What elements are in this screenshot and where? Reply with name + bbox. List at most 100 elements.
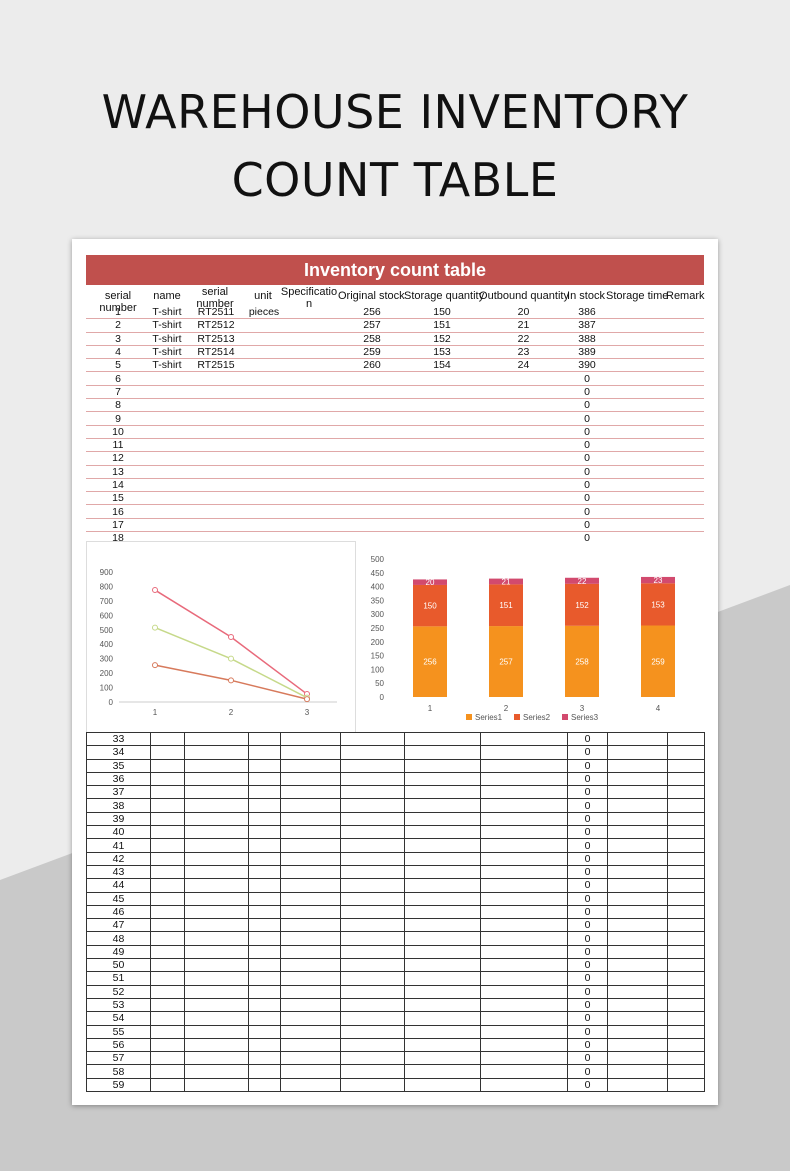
- cell-empty[interactable]: [404, 944, 481, 960]
- cell-empty[interactable]: [280, 731, 341, 747]
- cell-empty[interactable]: [248, 1024, 281, 1039]
- cell-empty[interactable]: [248, 785, 281, 800]
- cell-empty[interactable]: [667, 944, 705, 960]
- cell-empty[interactable]: [480, 838, 568, 853]
- cell-stock[interactable]: 0: [567, 785, 608, 800]
- cell-empty[interactable]: [340, 771, 405, 787]
- cell-empty[interactable]: [184, 825, 249, 840]
- cell-empty[interactable]: [404, 971, 481, 986]
- cell-remark[interactable]: [667, 358, 704, 373]
- cell-empty[interactable]: [184, 491, 248, 506]
- cell-empty[interactable]: [248, 491, 280, 506]
- cell-storage-time[interactable]: [607, 332, 667, 346]
- cell-empty[interactable]: [404, 411, 480, 426]
- cell-empty[interactable]: [607, 944, 668, 960]
- cell-empty[interactable]: [150, 997, 185, 1013]
- cell-empty[interactable]: [404, 451, 480, 466]
- cell-empty[interactable]: [248, 811, 281, 827]
- cell-empty[interactable]: [340, 971, 405, 986]
- cell-stock[interactable]: 0: [567, 971, 608, 986]
- cell-unit[interactable]: [248, 318, 280, 333]
- cell-empty[interactable]: [280, 1024, 341, 1039]
- cell-no[interactable]: 44: [86, 878, 151, 893]
- cell-empty[interactable]: [184, 758, 249, 773]
- cell-empty[interactable]: [667, 825, 705, 840]
- cell-empty[interactable]: [667, 851, 705, 866]
- cell-no[interactable]: 4: [86, 345, 150, 360]
- cell-empty[interactable]: [150, 1077, 185, 1093]
- cell-empty[interactable]: [340, 1037, 405, 1053]
- cell-spec[interactable]: [280, 306, 340, 320]
- cell-empty[interactable]: [404, 491, 480, 506]
- cell-empty[interactable]: [404, 745, 481, 760]
- cell-empty[interactable]: [480, 971, 568, 986]
- cell-empty[interactable]: [150, 1024, 185, 1039]
- cell-stock[interactable]: 0: [567, 918, 608, 933]
- cell-no[interactable]: 10: [86, 425, 150, 439]
- cell-empty[interactable]: [280, 758, 341, 773]
- cell-empty[interactable]: [184, 438, 248, 453]
- cell-empty[interactable]: [280, 371, 340, 386]
- cell-empty[interactable]: [340, 1011, 405, 1026]
- cell-empty[interactable]: [248, 465, 280, 479]
- cell-empty[interactable]: [480, 785, 568, 800]
- cell-out[interactable]: 21: [480, 318, 567, 333]
- cell-stock[interactable]: 0: [567, 451, 607, 466]
- cell-empty[interactable]: [480, 451, 567, 466]
- cell-empty[interactable]: [280, 504, 340, 519]
- cell-unit[interactable]: pieces: [248, 306, 280, 320]
- cell-name[interactable]: T-shirt: [150, 318, 184, 333]
- cell-empty[interactable]: [404, 1064, 481, 1079]
- cell-out[interactable]: 20: [480, 306, 567, 320]
- cell-empty[interactable]: [404, 771, 481, 787]
- cell-empty[interactable]: [150, 504, 184, 519]
- cell-empty[interactable]: [280, 984, 341, 999]
- cell-no[interactable]: 56: [86, 1037, 151, 1053]
- cell-stock[interactable]: 0: [567, 997, 608, 1013]
- cell-empty[interactable]: [340, 758, 405, 773]
- cell-empty[interactable]: [607, 798, 668, 813]
- cell-empty[interactable]: [184, 1037, 249, 1053]
- cell-empty[interactable]: [340, 958, 405, 973]
- cell-empty[interactable]: [340, 851, 405, 866]
- cell-empty[interactable]: [404, 864, 481, 880]
- cell-empty[interactable]: [607, 997, 668, 1013]
- cell-empty[interactable]: [184, 478, 248, 493]
- cell-empty[interactable]: [340, 944, 405, 960]
- cell-empty[interactable]: [607, 1064, 668, 1079]
- cell-stock[interactable]: 0: [567, 478, 607, 493]
- cell-empty[interactable]: [480, 997, 568, 1013]
- cell-no[interactable]: 36: [86, 771, 151, 787]
- cell-stock[interactable]: 0: [567, 425, 607, 439]
- cell-empty[interactable]: [150, 838, 185, 853]
- cell-empty[interactable]: [184, 504, 248, 519]
- cell-storage[interactable]: 154: [404, 358, 480, 373]
- cell-empty[interactable]: [248, 904, 281, 920]
- cell-empty[interactable]: [248, 891, 281, 906]
- cell-empty[interactable]: [184, 971, 249, 986]
- cell-name[interactable]: T-shirt: [150, 345, 184, 360]
- cell-no[interactable]: 37: [86, 785, 151, 800]
- cell-no[interactable]: 42: [86, 851, 151, 866]
- cell-empty[interactable]: [150, 878, 185, 893]
- cell-no[interactable]: 33: [86, 731, 151, 747]
- cell-empty[interactable]: [480, 944, 568, 960]
- cell-empty[interactable]: [184, 1051, 249, 1066]
- cell-empty[interactable]: [404, 798, 481, 813]
- cell-no[interactable]: 46: [86, 904, 151, 920]
- cell-empty[interactable]: [480, 904, 568, 920]
- cell-empty[interactable]: [480, 1037, 568, 1053]
- cell-empty[interactable]: [280, 1011, 341, 1026]
- cell-empty[interactable]: [248, 518, 280, 533]
- cell-orig[interactable]: 259: [340, 345, 404, 360]
- cell-empty[interactable]: [150, 745, 185, 760]
- cell-empty[interactable]: [248, 731, 281, 747]
- cell-spec[interactable]: [280, 358, 340, 373]
- cell-empty[interactable]: [404, 851, 481, 866]
- cell-code[interactable]: RT2512: [184, 318, 248, 333]
- cell-empty[interactable]: [607, 864, 668, 880]
- cell-empty[interactable]: [404, 1024, 481, 1039]
- cell-stock[interactable]: 0: [567, 851, 608, 866]
- cell-empty[interactable]: [248, 825, 281, 840]
- cell-no[interactable]: 54: [86, 1011, 151, 1026]
